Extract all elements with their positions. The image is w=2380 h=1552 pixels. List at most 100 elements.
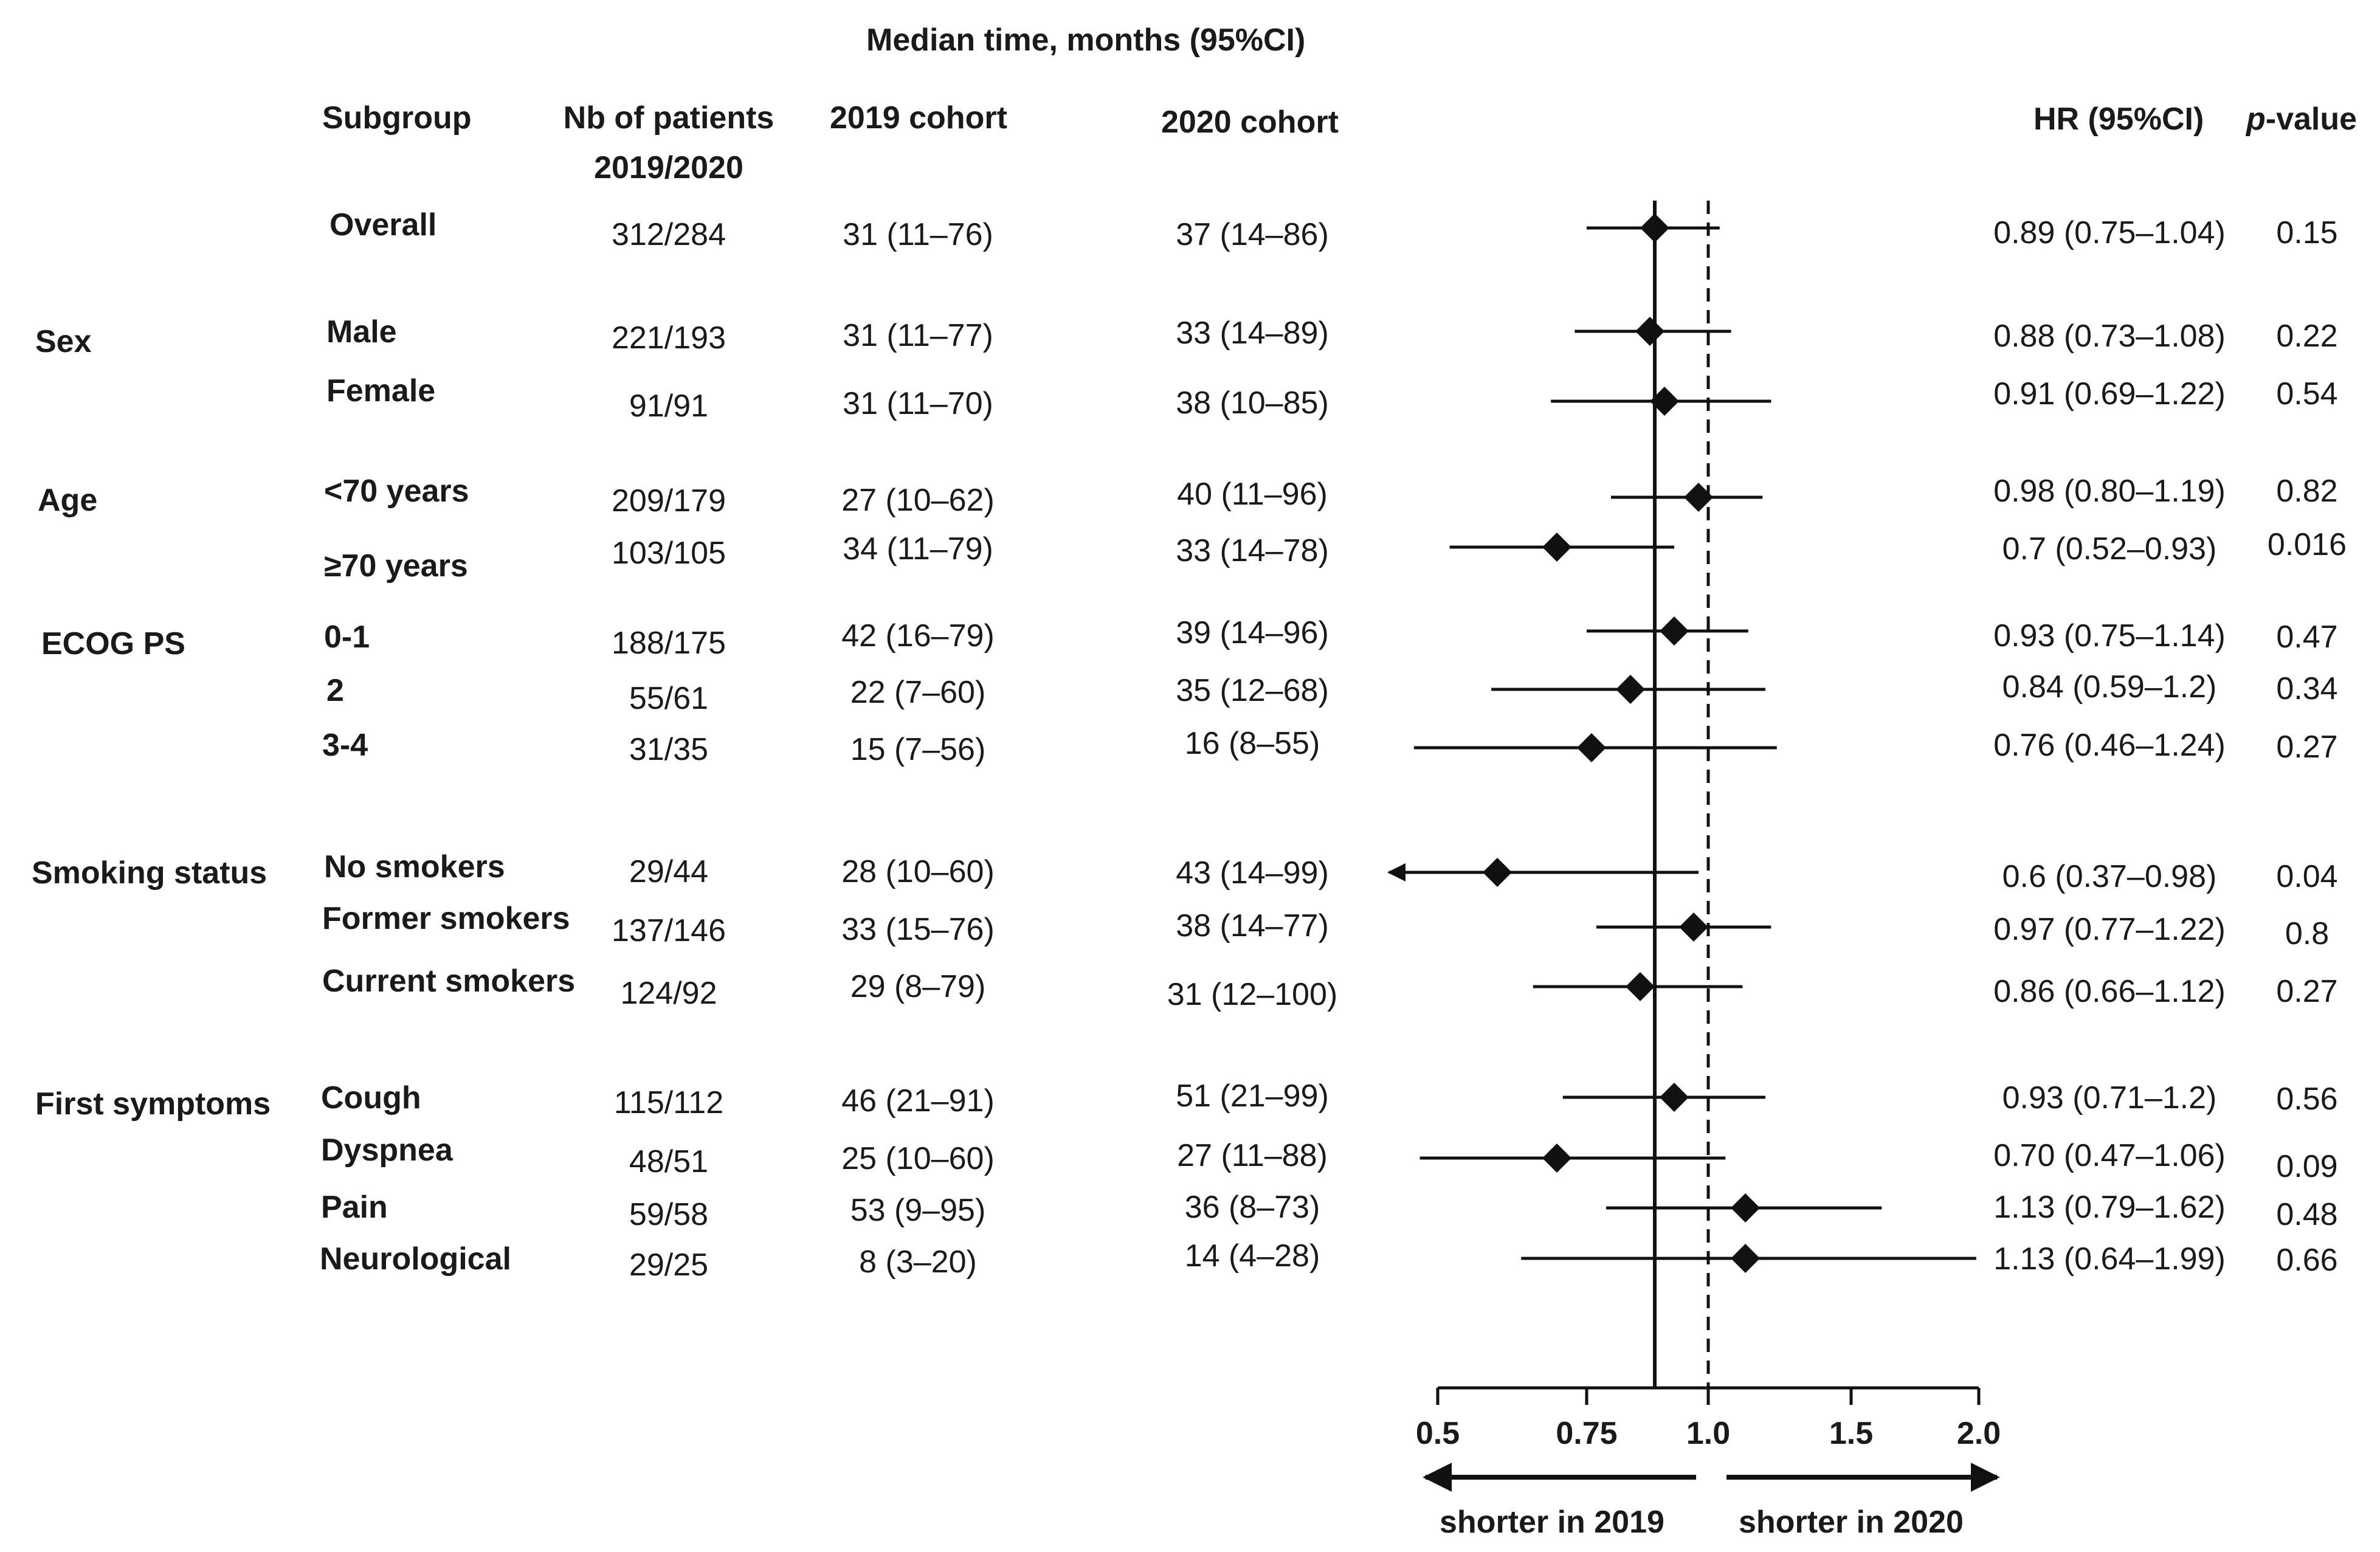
p-value: 0.09: [2276, 1149, 2338, 1184]
subgroup-name: <70 years: [324, 474, 469, 509]
hazard-ratio-marker: [1640, 213, 1669, 243]
hazard-ratio-marker: [1650, 387, 1679, 416]
nb-patients-value: 29/25: [629, 1247, 709, 1283]
cohort-2020-value: 36 (8–73): [1184, 1190, 1320, 1225]
cohort-2019-header: 2019 cohort: [830, 100, 1007, 136]
hr-value: 0.97 (0.77–1.22): [1993, 912, 2226, 947]
p-italic: p: [2246, 102, 2266, 137]
hr-value: 0.93 (0.71–1.2): [2002, 1080, 2217, 1116]
hazard-ratio-marker: [1679, 912, 1708, 942]
nb-patients-value: 115/112: [613, 1085, 724, 1120]
cohort-2020-value: 16 (8–55): [1184, 726, 1320, 761]
hazard-ratio-marker: [1577, 733, 1606, 762]
p-value: 0.04: [2276, 859, 2338, 894]
p-value-suffix: -value: [2265, 102, 2358, 137]
hazard-ratio-marker: [1635, 317, 1664, 346]
p-value: 0.27: [2276, 729, 2338, 765]
cohort-2019-value: 25 (10–60): [841, 1141, 995, 1176]
hazard-ratio-marker: [1616, 675, 1645, 704]
category-label-symptoms: First symptoms: [35, 1086, 271, 1122]
cohort-2020-value: 37 (14–86): [1176, 217, 1329, 252]
category-label-age: Age: [38, 483, 98, 518]
subgroup-name: Neurological: [320, 1241, 511, 1277]
nb-patients-value: 31/35: [629, 732, 709, 767]
cohort-2020-value: 38 (10–85): [1176, 385, 1329, 421]
subgroup-name: Female: [326, 373, 436, 409]
shorter-in-2020-label: shorter in 2020: [1739, 1505, 1964, 1540]
cohort-2020-value: 40 (11–96): [1177, 477, 1328, 512]
hazard-ratio-marker: [1626, 972, 1655, 1001]
cohort-2019-value: 27 (10–62): [841, 483, 995, 518]
cohort-2020-header: 2020 cohort: [1161, 105, 1339, 140]
cohort-2019-value: 31 (11–77): [843, 318, 993, 353]
cohort-2020-value: 14 (4–28): [1184, 1238, 1320, 1274]
subgroup-name: Pain: [321, 1190, 388, 1225]
cohort-2020-value: 27 (11–88): [1177, 1138, 1328, 1173]
hr-value: 0.89 (0.75–1.04): [1993, 215, 2226, 250]
subgroup-name: Former smokers: [322, 901, 570, 936]
nb-patients-value: 188/175: [612, 626, 726, 661]
hazard-ratio-marker: [1542, 533, 1571, 562]
p-value: 0.27: [2276, 974, 2338, 1009]
subgroup-name: ≥70 years: [324, 548, 468, 584]
p-value: 0.56: [2276, 1081, 2338, 1117]
hr-value: 1.13 (0.64–1.99): [1993, 1241, 2226, 1277]
cohort-2020-value: 35 (12–68): [1176, 673, 1329, 708]
hr-value: 0.76 (0.46–1.24): [1993, 728, 2226, 763]
p-value: 0.34: [2276, 671, 2338, 706]
subgroup-name: Cough: [321, 1080, 421, 1116]
nb-patients-value: 91/91: [629, 388, 709, 424]
nb-patients-value: 221/193: [612, 320, 726, 356]
hr-value: 0.84 (0.59–1.2): [2002, 669, 2217, 705]
subgroup-name: Overall: [329, 207, 437, 243]
hr-value: 0.70 (0.47–1.06): [1993, 1138, 2226, 1173]
hazard-ratio-marker: [1684, 483, 1713, 512]
x-axis-tick-label: 1.5: [1829, 1416, 1873, 1451]
subgroup-name: 3-4: [322, 728, 368, 763]
p-value: 0.48: [2276, 1197, 2338, 1232]
p-value: 0.54: [2276, 376, 2338, 412]
hazard-ratio-marker: [1660, 1083, 1689, 1112]
nb-patients-value: 59/58: [629, 1197, 709, 1232]
cohort-2019-value: 8 (3–20): [859, 1244, 977, 1280]
hr-value: 0.7 (0.52–0.93): [2002, 531, 2217, 567]
cohort-2019-value: 15 (7–56): [850, 732, 986, 767]
hr-value: 1.13 (0.79–1.62): [1993, 1190, 2226, 1225]
subgroup-name: 0-1: [324, 619, 370, 655]
hazard-ratio-marker: [1483, 858, 1512, 887]
category-label-ecog: ECOG PS: [41, 626, 185, 661]
subgroup-name: Current smokers: [322, 964, 576, 999]
hr-value: 0.6 (0.37–0.98): [2002, 859, 2217, 894]
nb-patients-value: 48/51: [629, 1144, 709, 1179]
cohort-2019-value: 33 (15–76): [841, 912, 995, 947]
nb-patients-value: 209/179: [612, 483, 726, 519]
hr-value: 0.98 (0.80–1.19): [1993, 474, 2226, 509]
subgroup-header: Subgroup: [322, 100, 472, 136]
hr-header: HR (95%CI): [2033, 102, 2204, 137]
p-value-header: p-value: [2246, 103, 2357, 135]
cohort-2019-value: 46 (21–91): [841, 1083, 995, 1119]
hr-value: 0.86 (0.66–1.12): [1993, 974, 2226, 1009]
hazard-ratio-marker: [1731, 1193, 1761, 1223]
subgroup-name: Dyspnea: [321, 1133, 453, 1168]
nb-patients-value: 312/284: [612, 217, 726, 252]
hr-value: 0.91 (0.69–1.22): [1993, 376, 2226, 412]
x-axis-tick-label: 0.75: [1556, 1416, 1617, 1451]
cohort-2019-value: 29 (8–79): [850, 969, 986, 1004]
nb-patients-value: 29/44: [629, 854, 709, 889]
cohort-2020-value: 43 (14–99): [1176, 855, 1329, 891]
nb-patients-years-header: 2019/2020: [594, 150, 743, 185]
category-label-smoking: Smoking status: [32, 855, 267, 891]
hazard-ratio-marker: [1660, 616, 1689, 646]
x-axis-tick-label: 2.0: [1957, 1416, 2001, 1451]
p-value: 0.47: [2276, 619, 2338, 655]
cohort-2019-value: 34 (11–79): [843, 531, 993, 567]
cohort-2020-value: 33 (14–89): [1176, 316, 1329, 351]
x-axis-tick-label: 0.5: [1416, 1416, 1460, 1451]
shorter-in-2019-label: shorter in 2019: [1440, 1505, 1664, 1540]
subgroup-name: 2: [326, 673, 344, 708]
cohort-2019-value: 53 (9–95): [850, 1193, 986, 1228]
cohort-2019-value: 42 (16–79): [841, 618, 995, 654]
x-axis-tick-label: 1.0: [1686, 1416, 1730, 1451]
